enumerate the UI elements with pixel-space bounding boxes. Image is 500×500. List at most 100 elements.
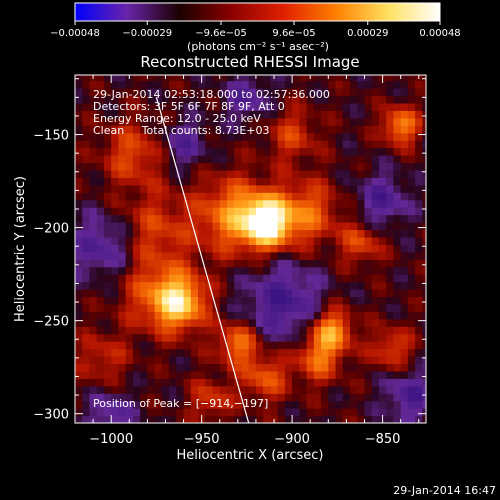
heatmap-cell xyxy=(161,289,170,298)
heatmap-cell xyxy=(386,192,395,201)
heatmap-cell xyxy=(154,370,163,379)
heatmap-cell xyxy=(103,177,112,186)
chart-title: Reconstructed RHESSI Image xyxy=(140,53,359,71)
heatmap-cell xyxy=(176,117,185,126)
heatmap-cell xyxy=(400,125,409,134)
heatmap-cell xyxy=(248,236,257,245)
heatmap-cell xyxy=(270,80,279,89)
heatmap-cell xyxy=(132,102,141,111)
heatmap-cell xyxy=(169,80,177,89)
heatmap-cell xyxy=(140,162,148,171)
heatmap-cell xyxy=(284,281,293,290)
heatmap-cell xyxy=(161,251,170,260)
heatmap-cell xyxy=(241,296,250,305)
heatmap-cell xyxy=(321,162,329,171)
heatmap-cell xyxy=(415,132,423,141)
heatmap-cell xyxy=(378,162,387,171)
heatmap-cell xyxy=(321,356,329,365)
heatmap-cell xyxy=(342,155,351,164)
heatmap-cell xyxy=(89,326,98,335)
heatmap-cell xyxy=(328,356,337,365)
heatmap-cell xyxy=(270,303,279,312)
heatmap-cell xyxy=(118,363,127,372)
heatmap-cell xyxy=(226,75,235,82)
heatmap-cell xyxy=(415,177,423,186)
heatmap-cell xyxy=(125,125,134,134)
heatmap-cell xyxy=(277,303,286,312)
heatmap-cell xyxy=(241,356,250,365)
heatmap-cell xyxy=(219,199,228,208)
heatmap-cell xyxy=(212,125,221,134)
heatmap-cell xyxy=(248,177,257,186)
heatmap-cell xyxy=(125,378,134,387)
heatmap-cell xyxy=(342,236,351,245)
heatmap-cell xyxy=(161,199,170,208)
heatmap-cell xyxy=(183,125,192,134)
heatmap-cell xyxy=(198,303,206,312)
heatmap-cell xyxy=(321,102,329,111)
heatmap-cell xyxy=(277,125,286,134)
heatmap-cell xyxy=(415,266,423,275)
heatmap-cell xyxy=(75,356,83,365)
heatmap-cell xyxy=(255,266,264,275)
heatmap-cell xyxy=(82,140,91,149)
heatmap-cell xyxy=(75,155,83,164)
heatmap-cell xyxy=(342,169,351,178)
heatmap-cell xyxy=(118,274,127,283)
heatmap-cell xyxy=(342,125,351,134)
heatmap-cell xyxy=(306,147,315,156)
heatmap-cell xyxy=(393,281,402,290)
heatmap-cell xyxy=(364,378,373,387)
heatmap-cell xyxy=(75,147,83,156)
heatmap-cell xyxy=(357,311,366,320)
heatmap-cell xyxy=(103,147,112,156)
heatmap-cell xyxy=(226,169,235,178)
heatmap-cell xyxy=(125,95,134,104)
heatmap-cell xyxy=(407,341,416,350)
heatmap-cell xyxy=(219,393,228,402)
heatmap-cell xyxy=(248,214,257,223)
heatmap-cell xyxy=(378,236,387,245)
heatmap-cell xyxy=(176,341,185,350)
colorbar xyxy=(74,2,441,22)
heatmap-cell xyxy=(111,251,120,260)
heatmap-cell xyxy=(198,356,206,365)
heatmap-cell xyxy=(89,274,98,283)
heatmap-cell xyxy=(328,80,337,89)
heatmap-cell xyxy=(255,147,264,156)
heatmap-cell xyxy=(248,289,257,298)
heatmap-cell xyxy=(183,281,192,290)
heatmap-cell xyxy=(255,177,264,186)
heatmap-cell xyxy=(125,259,134,268)
heatmap-cell xyxy=(321,385,329,394)
heatmap-cell xyxy=(378,303,387,312)
heatmap-cell xyxy=(371,140,380,149)
heatmap-cell xyxy=(321,274,329,283)
heatmap-cell xyxy=(82,363,91,372)
heatmap-cell xyxy=(277,192,286,201)
heatmap-cell xyxy=(198,363,206,372)
heatmap-cell xyxy=(241,95,250,104)
heatmap-cell xyxy=(234,356,243,365)
heatmap-cell xyxy=(400,363,409,372)
heatmap-cell xyxy=(75,415,83,423)
heatmap-cell xyxy=(313,199,322,208)
heatmap-cell xyxy=(154,266,163,275)
heatmap-cell xyxy=(103,244,112,253)
heatmap-cell xyxy=(386,408,395,417)
heatmap-cell xyxy=(255,303,264,312)
heatmap-cell xyxy=(299,303,308,312)
heatmap-cell xyxy=(212,117,221,126)
heatmap-cell xyxy=(132,415,141,423)
heatmap-cell xyxy=(292,236,300,245)
heatmap-cell xyxy=(378,244,387,253)
heatmap-cell xyxy=(371,378,380,387)
heatmap-cell xyxy=(140,75,148,82)
heatmap-cell xyxy=(103,110,112,119)
heatmap-cell xyxy=(386,333,395,342)
heatmap-cell xyxy=(321,95,329,104)
heatmap-cell xyxy=(284,296,293,305)
heatmap-cell xyxy=(393,229,402,238)
heatmap-cell xyxy=(277,333,286,342)
heatmap-cell xyxy=(284,140,293,149)
